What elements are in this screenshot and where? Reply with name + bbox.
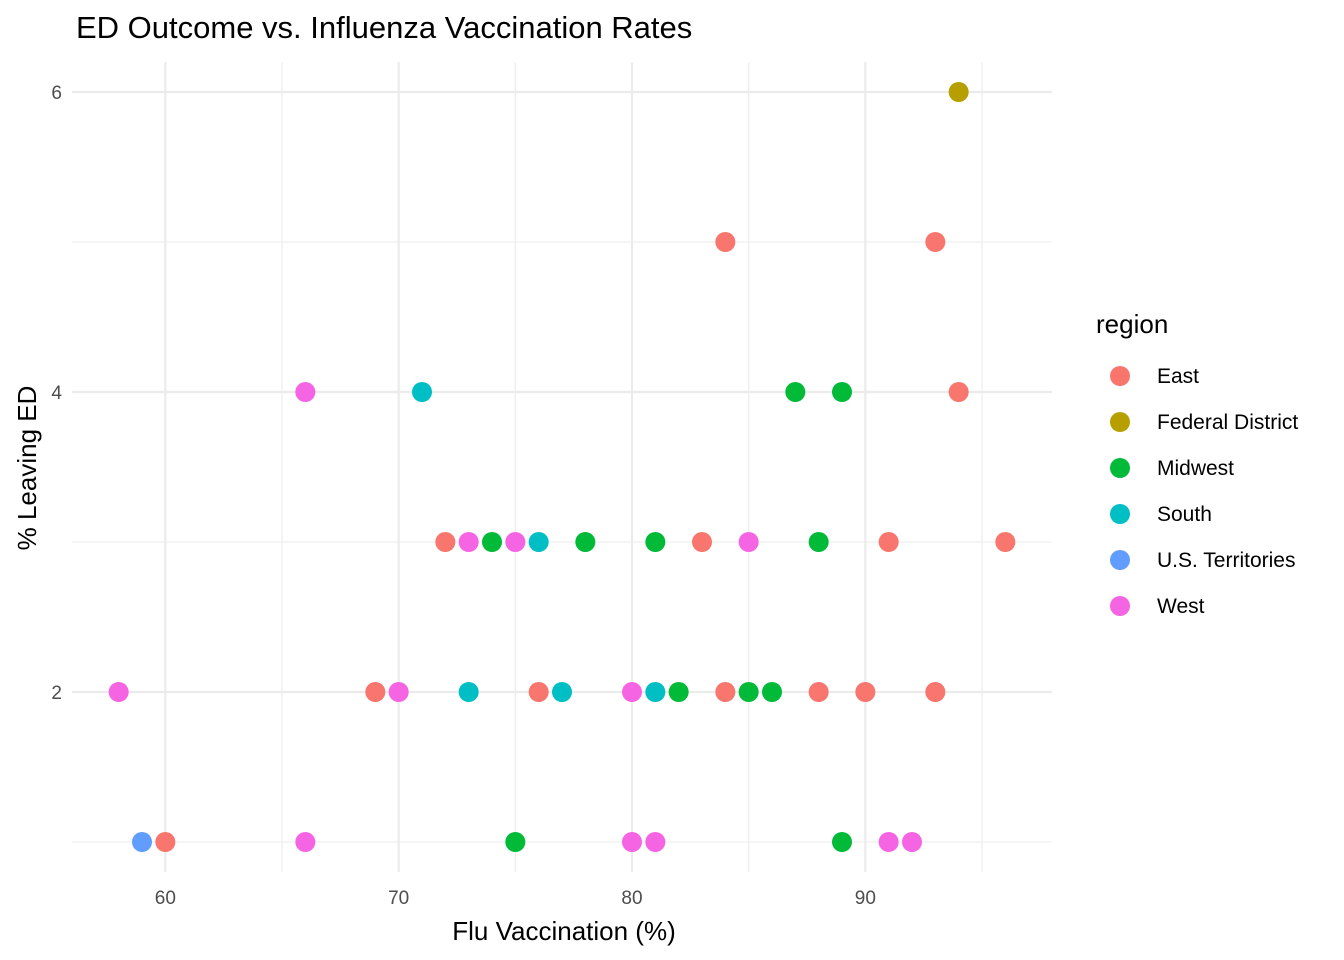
point-midwest <box>785 382 806 402</box>
point-midwest <box>808 532 829 552</box>
x-tick-label: 60 <box>155 888 176 909</box>
legend-key-u-s-territories <box>1110 550 1130 570</box>
point-south <box>645 682 666 702</box>
x-tick-label: 80 <box>621 888 642 909</box>
point-east <box>855 682 876 702</box>
point-east <box>808 682 829 702</box>
legend-label-midwest: Midwest <box>1157 457 1234 480</box>
y-tick-label: 2 <box>51 683 62 704</box>
x-tick-label: 90 <box>855 888 876 909</box>
point-east <box>995 532 1016 552</box>
point-west <box>388 682 409 702</box>
legend-title: region <box>1096 309 1168 339</box>
point-west <box>622 832 642 852</box>
point-east <box>528 682 549 702</box>
legend: region East Federal District Midwest South U… <box>1096 309 1298 618</box>
y-tick-label: 6 <box>51 83 62 104</box>
x-axis-title: Flu Vaccination (%) <box>452 916 676 946</box>
point-south <box>528 532 549 552</box>
point-east <box>155 832 176 852</box>
point-midwest <box>832 382 852 402</box>
point-midwest <box>738 682 759 702</box>
grid-lines <box>72 62 1052 872</box>
point-west <box>645 832 666 852</box>
point-midwest <box>575 532 596 552</box>
point-midwest <box>505 832 526 852</box>
point-east <box>715 232 736 252</box>
point-west <box>108 682 129 702</box>
y-axis-title: % Leaving ED <box>12 386 42 551</box>
point-south <box>412 382 432 402</box>
legend-key-east <box>1110 366 1130 386</box>
point-west <box>295 382 316 402</box>
legend-key-federal-district <box>1110 412 1130 432</box>
point-south <box>552 682 572 702</box>
point-federal-district <box>948 82 969 102</box>
point-east <box>925 232 946 252</box>
point-east <box>715 682 736 702</box>
legend-label-east: East <box>1157 365 1199 388</box>
point-west <box>738 532 759 552</box>
point-west <box>295 832 316 852</box>
x-axis-ticks: 60 70 80 90 <box>155 888 876 909</box>
y-axis-ticks: 2 4 6 <box>51 83 62 704</box>
y-tick-label: 4 <box>51 383 62 404</box>
point-midwest <box>832 832 852 852</box>
point-east <box>692 532 712 552</box>
point-east <box>948 382 969 402</box>
point-west <box>902 832 922 852</box>
point-east <box>365 682 386 702</box>
x-tick-label: 70 <box>388 888 409 909</box>
point-midwest <box>762 682 782 702</box>
legend-label-u-s-territories: U.S. Territories <box>1157 549 1295 572</box>
point-west <box>505 532 526 552</box>
point-midwest <box>482 532 502 552</box>
point-west <box>458 532 479 552</box>
legend-label-west: West <box>1157 595 1205 618</box>
data-points <box>108 82 1016 852</box>
point-u-s-territories <box>132 832 152 852</box>
point-midwest <box>668 682 689 702</box>
point-midwest <box>645 532 666 552</box>
point-west <box>878 832 899 852</box>
legend-key-west <box>1110 596 1130 616</box>
chart-title: ED Outcome vs. Influenza Vaccination Rat… <box>76 10 692 45</box>
legend-key-midwest <box>1110 458 1130 478</box>
legend-key-south <box>1110 504 1130 524</box>
legend-label-south: South <box>1157 503 1212 526</box>
point-east <box>435 532 456 552</box>
point-east <box>878 532 899 552</box>
legend-label-federal-district: Federal District <box>1157 411 1298 434</box>
point-west <box>622 682 642 702</box>
point-east <box>925 682 946 702</box>
point-south <box>458 682 479 702</box>
